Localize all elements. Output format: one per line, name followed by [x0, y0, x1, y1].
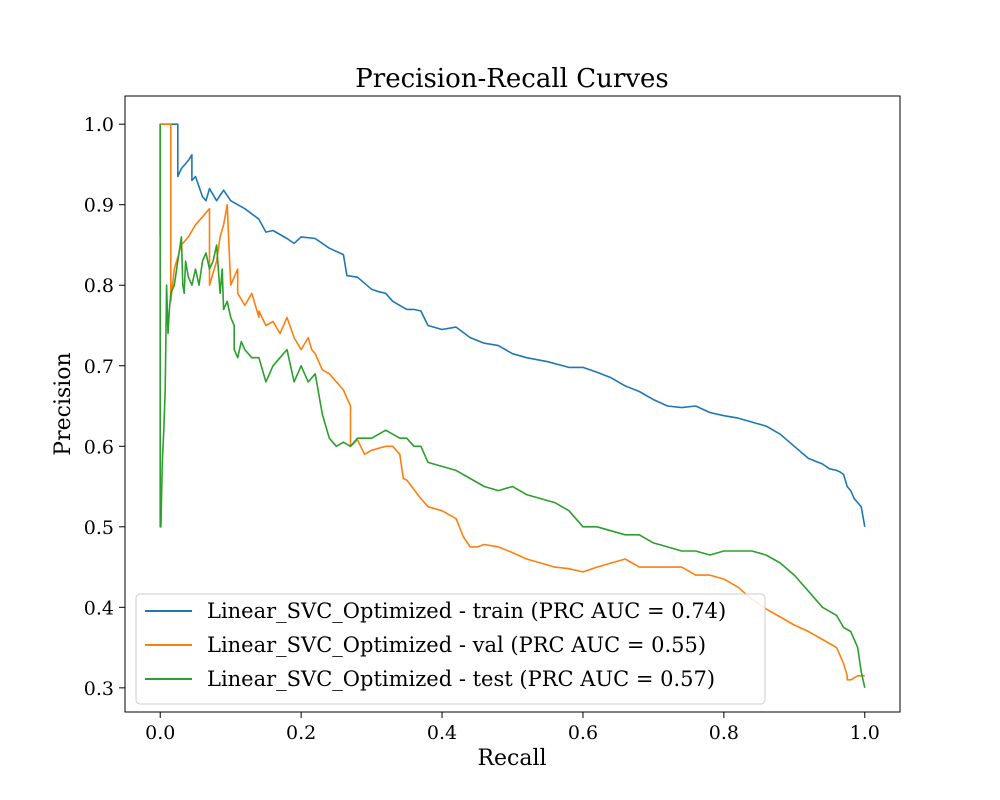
series-layer [159, 123, 866, 688]
series-line-1 [160, 123, 865, 681]
chart-title: Precision-Recall Curves [355, 64, 668, 94]
y-tick-label: 0.9 [84, 195, 114, 217]
y-tick-label: 0.6 [84, 436, 114, 458]
x-tick-label: 0.8 [709, 722, 739, 744]
x-tick-label: 0.2 [286, 722, 316, 744]
y-axis-label: Precision [51, 352, 76, 455]
y-axis-ticks: 0.3 0.4 0.5 0.6 0.7 0.8 0.9 1.0 [84, 114, 125, 700]
y-tick-label: 0.4 [84, 597, 114, 619]
y-tick-label: 0.3 [84, 678, 114, 700]
plot-frame [124, 95, 901, 713]
legend-box [135, 593, 766, 705]
y-tick-label: 0.7 [84, 356, 114, 378]
x-axis-ticks: 0.0 0.2 0.4 0.6 0.8 1.0 [145, 712, 880, 744]
x-tick-label: 0.4 [427, 722, 457, 744]
series-line-2 [159, 124, 866, 688]
legend: Linear_SVC_Optimized - train (PRC AUC = … [135, 593, 766, 705]
series-line-0 [159, 123, 866, 527]
legend-label-2: Linear_SVC_Optimized - test (PRC AUC = 0… [207, 667, 715, 691]
y-tick-label: 0.5 [84, 517, 114, 539]
x-tick-label: 1.0 [850, 722, 880, 744]
x-tick-label: 0.0 [145, 722, 175, 744]
y-tick-label: 0.8 [84, 275, 114, 297]
x-tick-label: 0.6 [568, 722, 598, 744]
legend-label-0: Linear_SVC_Optimized - train (PRC AUC = … [207, 599, 726, 623]
legend-label-1: Linear_SVC_Optimized - val (PRC AUC = 0.… [207, 633, 706, 657]
y-tick-label: 1.0 [84, 114, 114, 136]
x-axis-label: Recall [477, 746, 546, 771]
